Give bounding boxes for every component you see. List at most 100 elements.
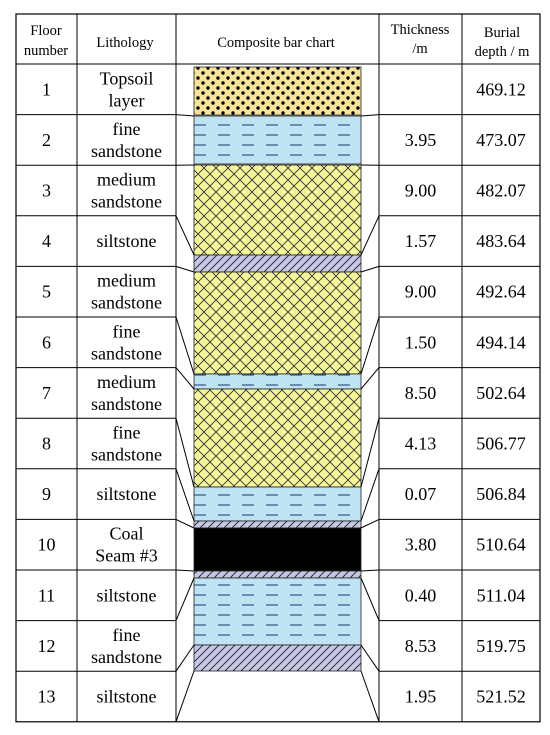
lithology-label: sandstone: [91, 445, 162, 465]
floor-number: 10: [38, 535, 56, 555]
connector-left: [175, 569, 195, 572]
lithology-label: Topsoil: [100, 68, 154, 88]
connector-right: [360, 468, 380, 522]
table-row: 4 siltstone 1.57 483.64: [42, 231, 526, 251]
lithology-label: sandstone: [91, 343, 162, 363]
connector-left: [175, 114, 195, 117]
column-layer-coal: [193, 527, 362, 572]
thickness-value: 8.53: [405, 636, 437, 656]
table-row: 13 siltstone 1.95 521.52: [38, 687, 526, 707]
burial-depth-value: 519.75: [476, 636, 526, 656]
column-layer-medium-sandstone: [193, 271, 362, 375]
column-layer-fine-sandstone: [193, 577, 362, 646]
floor-number: 2: [42, 130, 51, 150]
header-floor-line1: Floor: [30, 23, 62, 39]
table-grid: [15, 13, 541, 723]
floor-number: 11: [38, 585, 55, 605]
header-floor-line2: number: [24, 43, 68, 59]
connector-right: [360, 215, 380, 256]
table-row: 11 siltstone 0.40 511.04: [38, 585, 526, 605]
lithology-label: medium: [97, 372, 156, 392]
header-chart: Composite bar chart: [217, 35, 335, 51]
column-layer-siltstone: [193, 254, 362, 273]
lithology-label: siltstone: [96, 231, 156, 251]
connector-right: [360, 569, 380, 572]
lithology-label: fine: [113, 423, 141, 443]
thickness-value: 8.50: [405, 383, 437, 403]
lithology-label: fine: [113, 321, 141, 341]
lithology-label: medium: [97, 271, 156, 291]
floor-number: 13: [38, 687, 56, 707]
lithology-label: sandstone: [91, 192, 162, 212]
column-layer-siltstone: [193, 644, 362, 672]
connector-right: [360, 577, 380, 621]
lithology-label: sandstone: [91, 141, 162, 161]
floor-number: 9: [42, 484, 51, 504]
thickness-value: 9.00: [405, 282, 437, 302]
floor-number: 12: [38, 636, 56, 656]
thickness-value: 1.95: [405, 687, 437, 707]
lithology-label: fine: [113, 625, 141, 645]
connector-right: [360, 316, 380, 375]
connector-right: [360, 518, 380, 529]
lithology-label: Coal: [110, 524, 144, 544]
burial-depth-value: 521.52: [476, 687, 526, 707]
connector-right: [360, 644, 380, 672]
lithology-label: sandstone: [91, 293, 162, 313]
connector-left: [175, 215, 195, 256]
floor-number: 5: [42, 282, 51, 302]
burial-depth-value: 506.77: [476, 434, 526, 454]
connector-left: [175, 577, 195, 621]
thickness-value: 1.57: [405, 231, 437, 251]
table-row: 9 siltstone 0.07 506.84: [42, 484, 526, 504]
lithology-label: Seam #3: [95, 546, 158, 566]
column-layer-fine-sandstone: [193, 115, 362, 165]
lithology-label: medium: [97, 170, 156, 190]
connector-right: [360, 265, 380, 273]
connector-left: [175, 670, 195, 722]
lithology-label: siltstone: [96, 687, 156, 707]
connector-left: [175, 316, 195, 375]
burial-depth-value: 483.64: [476, 231, 526, 251]
thickness-value: 0.07: [405, 484, 437, 504]
lithology-label: siltstone: [96, 585, 156, 605]
connector-lines: [175, 114, 380, 722]
floor-number: 7: [42, 383, 51, 403]
header-depth-line2: depth / m: [475, 44, 530, 60]
header-thickness-line1: Thickness: [391, 22, 450, 38]
floor-number: 3: [42, 181, 51, 201]
connector-left: [175, 418, 195, 488]
burial-depth-value: 494.14: [476, 332, 526, 352]
column-layer-medium-sandstone: [193, 164, 362, 256]
connector-left: [175, 367, 195, 390]
connector-right: [360, 367, 380, 390]
header-depth-line1: Burial: [484, 25, 520, 41]
lithology-label: siltstone: [96, 484, 156, 504]
burial-depth-value: 473.07: [476, 130, 526, 150]
burial-depth-value: 492.64: [476, 282, 526, 302]
connector-left: [175, 518, 195, 529]
thickness-value: 9.00: [405, 181, 437, 201]
thickness-value: 4.13: [405, 434, 437, 454]
connector-right: [360, 114, 380, 117]
header-lithology: Lithology: [96, 35, 154, 51]
thickness-value: 1.50: [405, 332, 437, 352]
table-header: Floor number Lithology Composite bar cha…: [24, 22, 530, 60]
column-layer-fine-sandstone: [193, 486, 362, 522]
lithology-label: fine: [113, 119, 141, 139]
lithology-label: sandstone: [91, 394, 162, 414]
lithology-label: sandstone: [91, 647, 162, 667]
column-layer-topsoil: [193, 66, 362, 116]
thickness-value: 0.40: [405, 585, 437, 605]
header-thickness-line2: /m: [412, 41, 428, 57]
column-layer-siltstone: [193, 570, 362, 579]
